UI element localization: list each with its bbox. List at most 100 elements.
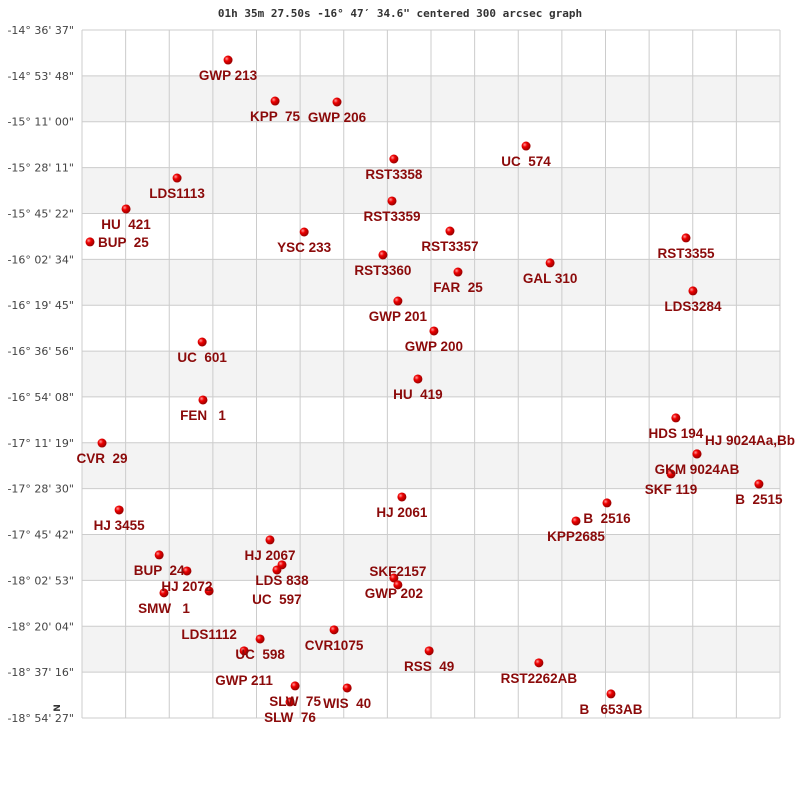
star-label: HU 419: [393, 387, 443, 402]
star-point[interactable]: [413, 374, 423, 384]
star-label: HJ 2061: [376, 505, 428, 520]
star-point[interactable]: [688, 286, 698, 296]
star-point[interactable]: [290, 681, 300, 691]
star-label: HJ 2072: [161, 579, 212, 594]
star-label: B 653AB: [579, 702, 642, 717]
star-point[interactable]: [754, 479, 764, 489]
y-tick-label: -14° 53' 48": [7, 70, 74, 83]
star-label: CVR1075: [305, 638, 364, 653]
star-point[interactable]: [692, 449, 702, 459]
star-point[interactable]: [285, 697, 295, 707]
star-point[interactable]: [424, 646, 434, 656]
star-point[interactable]: [606, 689, 616, 699]
y-tick-label: -18° 54' 27": [7, 712, 74, 725]
star-point[interactable]: [453, 267, 463, 277]
star-label: GWP 200: [405, 339, 463, 354]
star-point[interactable]: [270, 96, 280, 106]
y-tick-label: -16° 02' 34": [7, 253, 74, 266]
star-label: SKF2157: [369, 564, 426, 579]
star-point[interactable]: [445, 226, 455, 236]
star-label: SMW 1: [138, 601, 190, 616]
star-point[interactable]: [389, 154, 399, 164]
star-label: KPP 75: [250, 109, 301, 124]
north-marker: N: [53, 704, 63, 712]
star-point[interactable]: [387, 196, 397, 206]
star-label: HDS 194: [648, 426, 703, 441]
star-point[interactable]: [397, 492, 407, 502]
y-tick-label: -17° 11' 19": [7, 437, 74, 450]
star-label: HU 421: [101, 217, 151, 232]
star-point[interactable]: [329, 625, 339, 635]
star-label: LDS1113: [149, 186, 205, 201]
star-point[interactable]: [666, 469, 676, 479]
star-label: UC 598: [235, 647, 285, 662]
star-point[interactable]: [272, 565, 282, 575]
star-point[interactable]: [239, 646, 249, 656]
star-label: RST3359: [363, 209, 420, 224]
star-point[interactable]: [159, 588, 169, 598]
star-point[interactable]: [97, 438, 107, 448]
star-point[interactable]: [204, 586, 214, 596]
star-point[interactable]: [378, 250, 388, 260]
star-label: BUP 25: [98, 235, 149, 250]
star-point[interactable]: [342, 683, 352, 693]
star-label: RST3360: [354, 263, 411, 278]
star-point[interactable]: [393, 296, 403, 306]
star-point[interactable]: [393, 580, 403, 590]
star-label: GKM 9024AB: [655, 462, 740, 477]
y-tick-label: -14° 36' 37": [7, 24, 74, 37]
star-label: BUP 24: [134, 563, 185, 578]
y-tick-label: -16° 36' 56": [7, 345, 74, 358]
y-tick-label: -15° 28' 11": [7, 162, 74, 175]
star-label: HJ 9024Aa,Bb: [705, 433, 795, 448]
star-points: [85, 55, 764, 707]
y-tick-label: -18° 20' 04": [7, 620, 74, 633]
star-point[interactable]: [534, 658, 544, 668]
star-label: GAL 310: [523, 271, 578, 286]
star-label: YSC 233: [277, 240, 332, 255]
star-point[interactable]: [429, 326, 439, 336]
star-label: HJ 3455: [94, 518, 146, 533]
star-point[interactable]: [265, 535, 275, 545]
star-point[interactable]: [154, 550, 164, 560]
star-point[interactable]: [197, 337, 207, 347]
star-point[interactable]: [255, 634, 265, 644]
star-point[interactable]: [681, 233, 691, 243]
star-point[interactable]: [545, 258, 555, 268]
star-point[interactable]: [121, 204, 131, 214]
star-labels: GWP 213 KPP 75 GWP 206 UC 574 RST3358 LDS1113…: [77, 68, 795, 725]
star-point[interactable]: [571, 516, 581, 526]
star-label: GWP 201: [369, 309, 428, 324]
star-label: KPP2685: [547, 529, 605, 544]
star-point[interactable]: [182, 566, 192, 576]
star-point[interactable]: [299, 227, 309, 237]
star-point[interactable]: [114, 505, 124, 515]
star-label: SLW 76: [264, 710, 316, 725]
star-label: FEN 1: [180, 408, 226, 423]
star-point[interactable]: [332, 97, 342, 107]
star-point[interactable]: [521, 141, 531, 151]
star-point[interactable]: [85, 237, 95, 247]
star-point[interactable]: [671, 413, 681, 423]
y-tick-label: -16° 19' 45": [7, 299, 74, 312]
y-tick-label: -15° 11' 00": [7, 116, 74, 129]
star-point[interactable]: [172, 173, 182, 183]
star-label: HJ 2067: [244, 548, 295, 563]
chart-title: 01h 35m 27.50s -16° 47′ 34.6" centered 3…: [218, 7, 582, 20]
star-point[interactable]: [223, 55, 233, 65]
star-label: B 2516: [583, 511, 631, 526]
star-label: SKF 119: [645, 482, 698, 497]
star-label: RST3355: [657, 246, 715, 261]
star-label: RST3358: [365, 167, 423, 182]
star-label: LDS3284: [664, 299, 722, 314]
star-point[interactable]: [198, 395, 208, 405]
grid-lines: [81, 29, 781, 719]
star-label: RST3357: [421, 239, 478, 254]
star-label: SLW 75: [269, 694, 321, 709]
star-label: UC 601: [177, 350, 227, 365]
star-point[interactable]: [602, 498, 612, 508]
y-tick-label: -18° 02' 53": [7, 574, 74, 587]
star-label: WIS 40: [323, 696, 371, 711]
star-point[interactable]: [389, 573, 399, 583]
